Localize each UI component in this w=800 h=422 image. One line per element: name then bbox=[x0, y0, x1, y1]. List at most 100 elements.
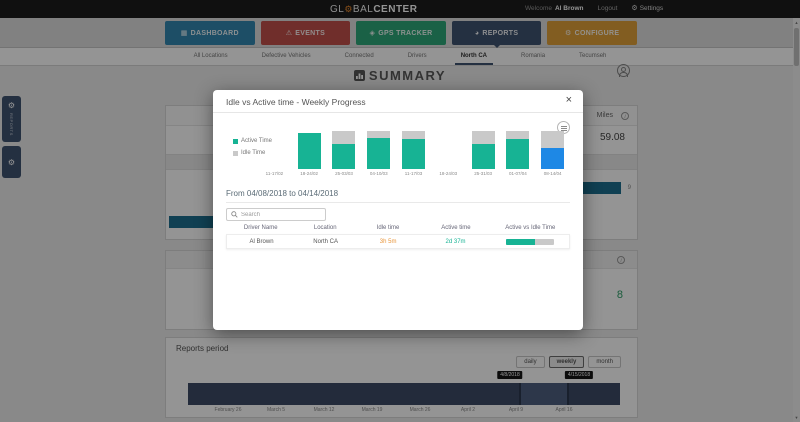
modal-title: Idle vs Active time - Weekly Progress bbox=[226, 97, 366, 107]
flyout2-gear-icon: ⚙ bbox=[7, 157, 16, 167]
ratio-bar bbox=[505, 238, 554, 245]
x-axis-label: 11-17/03 bbox=[404, 171, 423, 176]
x-axis-label: 01-07/04 bbox=[508, 171, 527, 176]
summary-chart-icon bbox=[353, 70, 365, 81]
table-row[interactable]: Al Brown North CA 3h 5m 2d 37m bbox=[226, 234, 570, 249]
avatar-icon[interactable] bbox=[617, 64, 630, 77]
settings-link[interactable]: ⚙ Settings bbox=[631, 5, 664, 12]
legend-item-idle-time[interactable]: Idle Time bbox=[233, 150, 272, 156]
week-bar-18-24-02[interactable] bbox=[297, 132, 321, 169]
active-segment bbox=[506, 139, 530, 169]
period-buttons: daily weekly month bbox=[516, 356, 621, 368]
bar-slot bbox=[292, 131, 327, 169]
bar-slot bbox=[535, 131, 570, 169]
scrollbar-thumb[interactable] bbox=[794, 28, 799, 66]
page-scrollbar[interactable]: ▲ ▼ bbox=[793, 18, 800, 422]
week-bar-25-03-03[interactable] bbox=[332, 131, 356, 169]
column-header-driver-name: Driver Name bbox=[243, 225, 278, 231]
divider bbox=[226, 202, 570, 203]
main-navbar: ▦ DASHBOARD ⚠ EVENTS ◈ GPS TRACKER ◕ REPORTS ⚙ CO… bbox=[0, 18, 800, 48]
nav-button-reports[interactable]: ◕ REPORTS bbox=[451, 21, 542, 45]
period-button-month[interactable]: month bbox=[588, 356, 621, 368]
active-segment bbox=[402, 138, 426, 169]
week-bar-04-10-03[interactable] bbox=[367, 131, 391, 169]
active-time-cell: 2d 37m bbox=[445, 238, 466, 245]
logo-text-left: GL bbox=[330, 4, 345, 15]
legend-item-active-time[interactable]: Active Time bbox=[233, 138, 272, 144]
period-button-weekly[interactable]: weekly bbox=[548, 356, 585, 368]
timeline-date: February 26 bbox=[214, 407, 242, 413]
timeline-selection[interactable] bbox=[519, 383, 569, 405]
events-info-icon[interactable]: i bbox=[617, 256, 625, 264]
subtab-north-ca[interactable]: North CA bbox=[454, 48, 494, 65]
subtab-connected[interactable]: Connected bbox=[344, 52, 374, 59]
nav-button-gps-tracker[interactable]: ◈ GPS TRACKER bbox=[356, 21, 446, 45]
idle-segment bbox=[332, 131, 356, 144]
subtab-all-locations[interactable]: All Locations bbox=[193, 52, 228, 59]
nav-button-configure[interactable]: ⚙ CONFIGURE bbox=[547, 21, 637, 45]
search-input[interactable] bbox=[241, 211, 321, 218]
week-bar-11-17-03[interactable] bbox=[402, 131, 426, 169]
period-button-daily[interactable]: daily bbox=[516, 356, 545, 368]
timeline-date: March 5 bbox=[266, 407, 286, 413]
close-icon[interactable]: × bbox=[565, 94, 572, 106]
timeline-date: April 16 bbox=[555, 407, 573, 413]
driver-name-cell: Al Brown bbox=[249, 238, 274, 245]
date-range-text: From 04/08/2018 to 04/14/2018 bbox=[226, 189, 339, 198]
reports-icon: ◕ bbox=[474, 29, 480, 37]
bar-slot bbox=[466, 131, 501, 169]
bar-slot bbox=[361, 131, 396, 169]
idle-time-cell: 3h 5m bbox=[379, 238, 397, 245]
idle-segment bbox=[541, 131, 565, 149]
scroll-down-icon[interactable]: ▼ bbox=[794, 415, 799, 420]
subtab-romania[interactable]: Romania bbox=[521, 52, 546, 59]
idle-active-modal: Idle vs Active time - Weekly Progress × … bbox=[213, 90, 583, 330]
subtab-defective-vehicles[interactable]: Defective Vehicles bbox=[261, 52, 311, 59]
table-header: Driver Name Location Idle time Active time A… bbox=[226, 225, 570, 231]
active-segment bbox=[297, 132, 321, 169]
bar-slot bbox=[327, 131, 362, 169]
logo-text-bold: CENTER bbox=[373, 4, 418, 15]
teal-bar-left bbox=[169, 216, 214, 228]
nav-button-events[interactable]: ⚠ EVENTS bbox=[260, 21, 351, 45]
gps-icon: ◈ bbox=[369, 30, 376, 37]
logo-gear-icon: ⚙ bbox=[344, 4, 353, 14]
active-time-swatch bbox=[233, 138, 238, 144]
week-bar-01-07-04[interactable] bbox=[506, 131, 530, 169]
stacked-bar-chart bbox=[257, 131, 570, 169]
chart-x-labels: 11-17/02 18-24/02 25-03/03 04-10/03 11-17/03… bbox=[257, 171, 570, 176]
legend-label: Idle Time bbox=[241, 150, 266, 156]
nav-buttons: ▦ DASHBOARD ⚠ EVENTS ◈ GPS TRACKER ◕ REPORTS ⚙ CO… bbox=[165, 21, 637, 45]
x-axis-label: 18-24/03 bbox=[439, 171, 458, 176]
column-header-location: Location bbox=[313, 225, 337, 231]
nav-button-dashboard[interactable]: ▦ DASHBOARD bbox=[165, 21, 255, 45]
scroll-up-icon[interactable]: ▲ bbox=[794, 20, 799, 25]
modal-header: Idle vs Active time - Weekly Progress × bbox=[213, 90, 583, 113]
week-bar-08-14-04[interactable] bbox=[541, 131, 565, 169]
column-header-active-vs-idle-time: Active vs Idle Time bbox=[505, 225, 556, 231]
timeline-date: March 12 bbox=[313, 407, 335, 413]
nav-button-label: EVENTS bbox=[295, 29, 326, 37]
location-cell: North CA bbox=[313, 238, 338, 245]
nav-button-label: DASHBOARD bbox=[190, 29, 239, 37]
flyout-tab-reports[interactable]: ⚙ REPORTS bbox=[2, 96, 21, 142]
flyout-tab-secondary[interactable]: ⚙ bbox=[2, 146, 21, 178]
reports-period-title: Reports period bbox=[176, 344, 229, 353]
column-header-idle-time: Idle time bbox=[376, 225, 400, 231]
teal-bar-value: 9 bbox=[627, 185, 631, 191]
flyout-gear-icon: ⚙ bbox=[7, 101, 16, 110]
miles-info-icon[interactable]: i bbox=[621, 112, 629, 120]
reports-period-panel: Reports period daily weekly month February… bbox=[165, 337, 638, 418]
week-bar-25-31-03[interactable] bbox=[471, 131, 495, 169]
app-logo: GL⚙BALCENTER bbox=[330, 0, 417, 18]
logo-text-mid: BAL bbox=[352, 4, 374, 15]
subtab-tecumseh[interactable]: Tecumseh bbox=[579, 52, 607, 59]
dashboard-icon: ▦ bbox=[180, 30, 188, 37]
timeline-track[interactable] bbox=[188, 383, 620, 405]
idle-segment bbox=[506, 131, 530, 140]
legend-label: Active Time bbox=[241, 138, 273, 144]
logout-link[interactable]: Logout bbox=[597, 5, 618, 12]
bar-slot bbox=[396, 131, 431, 169]
timeline-date: March 26 bbox=[409, 407, 431, 413]
subtab-drivers[interactable]: Drivers bbox=[407, 52, 427, 59]
